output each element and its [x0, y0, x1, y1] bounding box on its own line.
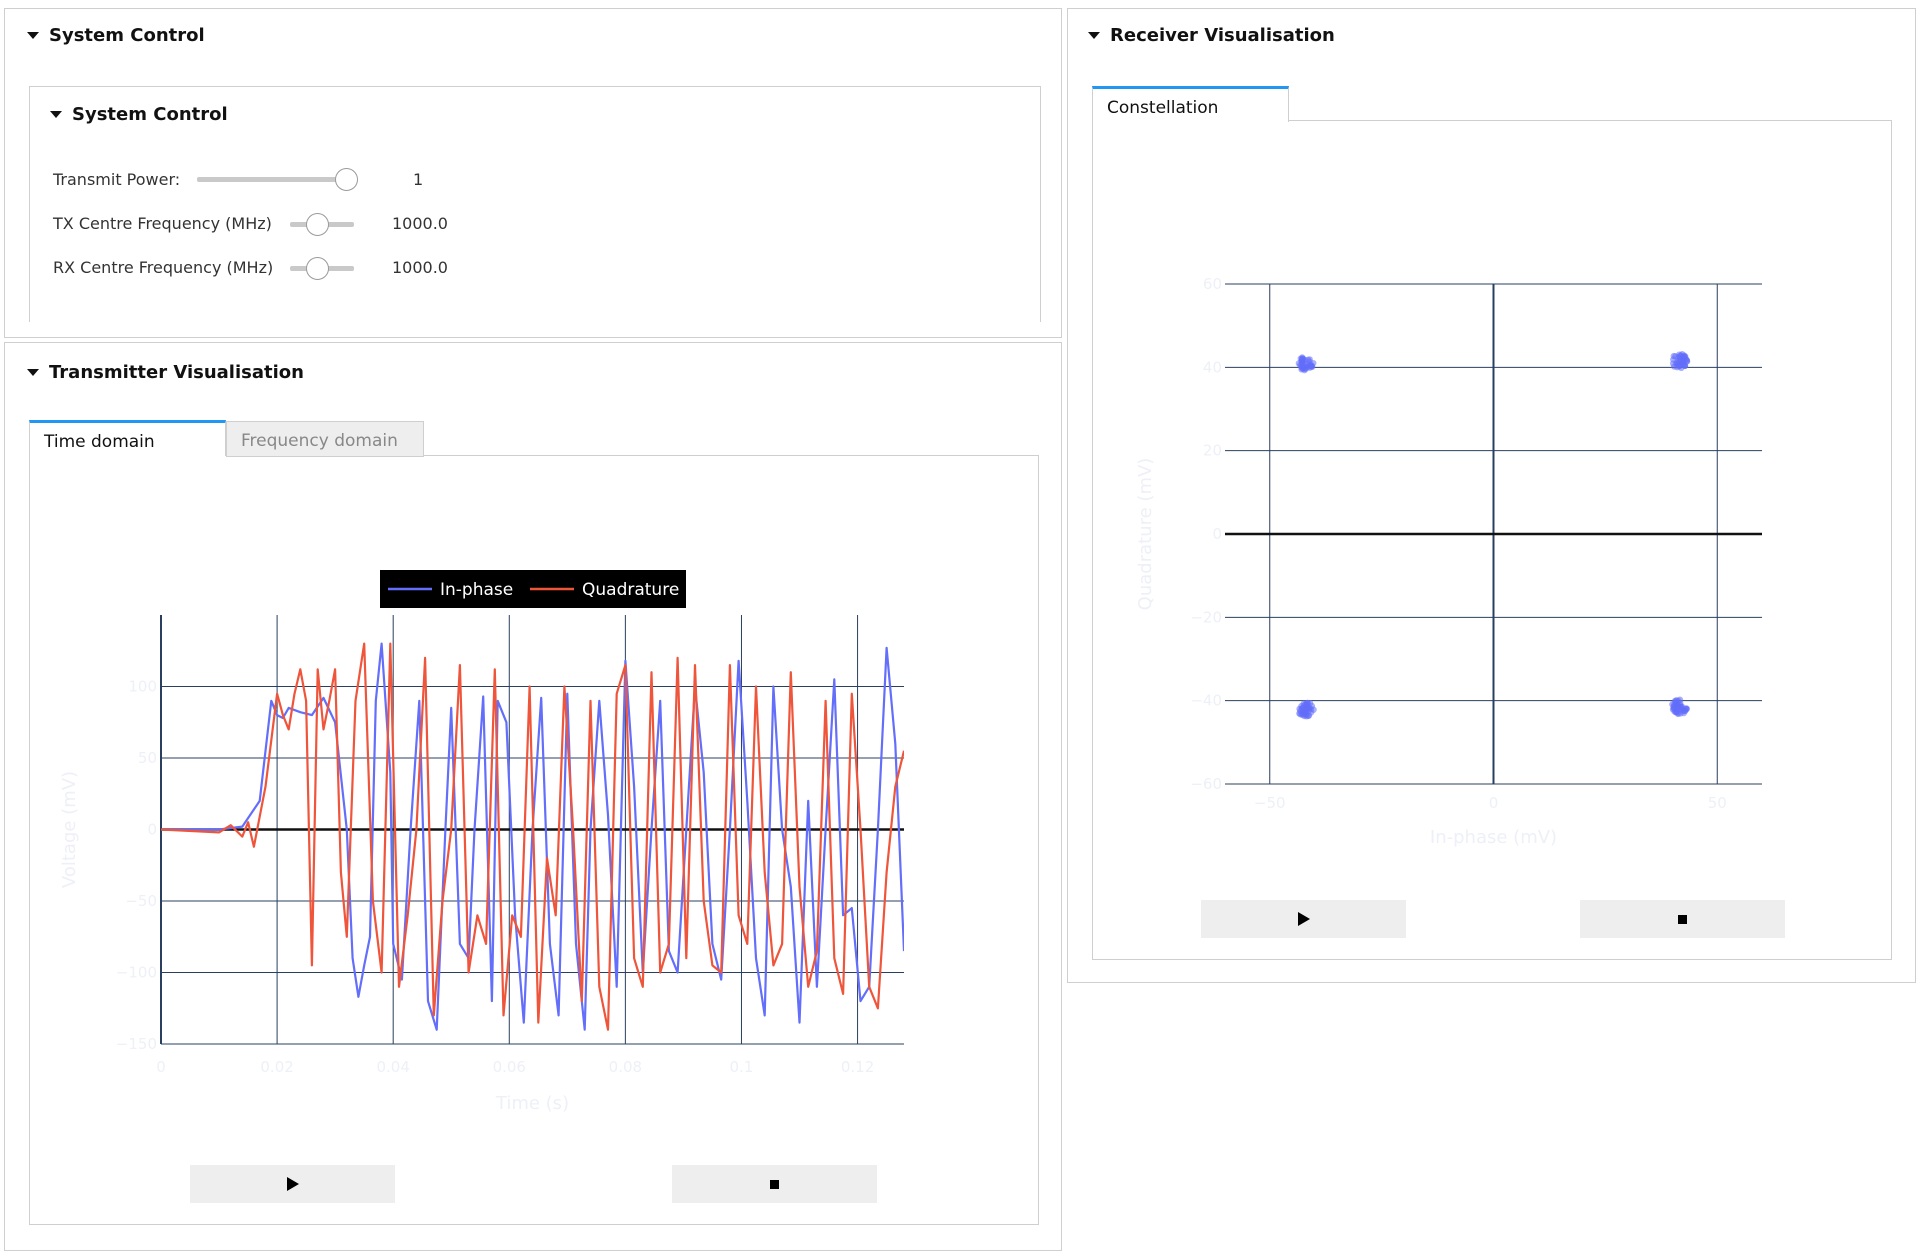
receiver-title: Receiver Visualisation [1110, 25, 1335, 46]
system-control-panel: System Control System Control [4, 8, 1062, 338]
constellation-point [1303, 700, 1311, 707]
x-tick-label: 0.04 [376, 1058, 409, 1076]
y-tick-label: 0 [147, 821, 157, 839]
tab-constellation[interactable]: Constellation [1092, 86, 1289, 122]
system-control-inner-panel: System Control [29, 86, 1041, 322]
control-label: Transmit Power: [53, 170, 181, 189]
collapse-triangle-icon [50, 111, 62, 118]
collapse-triangle-icon [27, 369, 39, 376]
tab-time-domain[interactable]: Time domain [29, 420, 226, 456]
y-axis-label: Voltage (mV) [59, 771, 80, 888]
system-control-inner-header[interactable]: System Control [50, 104, 228, 125]
constellation-chart[interactable]: −50 0 50 −60 −40 −20 0 20 40 60 In-phase (mV) Quadr… [1130, 265, 1830, 865]
series-line-inphase [161, 642, 904, 1031]
receiver-stop-button[interactable] [1580, 900, 1785, 938]
y-tick-label: −150 [116, 1035, 157, 1053]
y-tick-label: 20 [1203, 442, 1222, 460]
series-line-quadrature [161, 642, 904, 1031]
x-tick-label: 0.12 [841, 1058, 874, 1076]
tab-frequency-domain[interactable]: Frequency domain [226, 421, 424, 457]
transmitter-title: Transmitter Visualisation [49, 362, 304, 383]
constellation-point [1299, 705, 1306, 713]
constellation-point [1680, 361, 1687, 368]
legend: In-phase Quadrature [380, 570, 686, 608]
y-tick-label: 40 [1203, 358, 1222, 376]
control-value: 1 [413, 170, 424, 189]
control-label: RX Centre Frequency (MHz) [53, 258, 274, 277]
y-tick-label: −100 [116, 964, 157, 982]
slider-handle[interactable] [306, 213, 329, 236]
system-control-header[interactable]: System Control [27, 25, 205, 46]
x-tick-label: −50 [1254, 794, 1286, 812]
constellation-point [1672, 353, 1679, 360]
control-value: 1000.0 [392, 214, 448, 233]
system-control-inner-title: System Control [72, 104, 228, 125]
transmit-power-slider[interactable] [197, 168, 358, 191]
control-label: TX Centre Frequency (MHz) [53, 214, 272, 233]
constellation-point [1305, 712, 1312, 720]
y-tick-label: −60 [1190, 775, 1222, 793]
control-value: 1000.0 [392, 258, 448, 277]
slider-handle[interactable] [335, 168, 358, 191]
x-tick-label: 0.06 [493, 1058, 526, 1076]
constellation-point [1673, 696, 1680, 704]
x-tick-label: 0.1 [730, 1058, 754, 1076]
time-domain-chart[interactable]: 0 0.02 0.04 0.06 0.08 0.1 0.12 −150 −100 −50 0 50 10… [50, 560, 920, 1120]
constellation-point [1299, 711, 1306, 719]
constellation-point [1307, 361, 1314, 369]
receiver-tab-body [1092, 120, 1892, 960]
x-axis-label: In-phase (mV) [1430, 827, 1557, 848]
tx-frequency-slider[interactable] [290, 213, 354, 236]
transmitter-play-button[interactable] [190, 1165, 395, 1203]
y-tick-label: −20 [1190, 608, 1222, 626]
legend-label: Quadrature [582, 580, 679, 600]
legend-label: In-phase [440, 580, 513, 600]
x-tick-label: 50 [1708, 794, 1727, 812]
tab-label: Constellation [1107, 98, 1219, 118]
y-tick-label: 0 [1212, 525, 1222, 543]
transmitter-stop-button[interactable] [672, 1165, 877, 1203]
rx-frequency-slider[interactable] [290, 257, 354, 280]
stop-icon [770, 1179, 779, 1189]
x-axis-label: Time (s) [495, 1093, 569, 1114]
system-control-title: System Control [49, 25, 205, 46]
y-tick-label: −50 [125, 892, 157, 910]
y-tick-label: −40 [1190, 692, 1222, 710]
receiver-play-button[interactable] [1201, 900, 1406, 938]
constellation-point [1675, 703, 1682, 710]
play-icon [286, 1177, 299, 1191]
slider-handle[interactable] [306, 257, 329, 280]
tab-label: Time domain [44, 432, 155, 452]
receiver-header[interactable]: Receiver Visualisation [1088, 25, 1335, 46]
y-tick-label: 60 [1203, 275, 1222, 293]
x-tick-label: 0.02 [260, 1058, 293, 1076]
play-icon [1297, 912, 1310, 926]
constellation-point [1298, 362, 1305, 369]
x-tick-label: 0.08 [609, 1058, 642, 1076]
y-tick-label: 100 [128, 678, 157, 696]
y-axis-label: Quadrature (mV) [1135, 458, 1156, 611]
stop-icon [1678, 914, 1687, 924]
transmitter-header[interactable]: Transmitter Visualisation [27, 362, 304, 383]
x-tick-label: 0 [1489, 794, 1499, 812]
x-tick-label: 0 [156, 1058, 166, 1076]
collapse-triangle-icon [27, 32, 39, 39]
y-tick-label: 50 [138, 749, 157, 767]
collapse-triangle-icon [1088, 32, 1100, 39]
constellation-point [1299, 355, 1307, 363]
tab-label: Frequency domain [241, 431, 398, 451]
